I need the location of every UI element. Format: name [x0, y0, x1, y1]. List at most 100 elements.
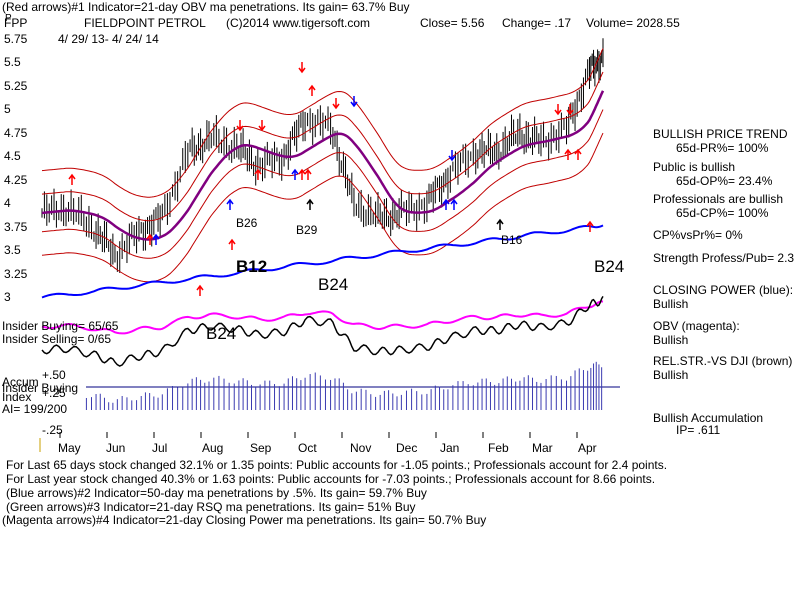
- relative-strength-line: [41, 296, 604, 367]
- signal-arrow: [306, 198, 314, 210]
- obv-line: [41, 300, 604, 335]
- month-label: Apr: [578, 441, 597, 455]
- signal-arrow: [236, 120, 244, 132]
- indicator-3-legend: (Green arrows)#3 Indicator=21-day RSQ ma…: [6, 500, 416, 514]
- price-tick: 3: [4, 290, 11, 304]
- signal-b16: B16: [501, 233, 523, 247]
- month-label: May: [58, 441, 81, 455]
- signal-arrow: [254, 168, 262, 180]
- price-tick: 3.75: [4, 220, 28, 234]
- inner-lower-band: [41, 109, 604, 259]
- price-tick: 4.5: [4, 149, 21, 163]
- price-tick: 3.5: [4, 243, 21, 257]
- price-bars: [41, 38, 604, 273]
- signal-arrow: [496, 218, 504, 230]
- price-tick: 5.75: [4, 32, 28, 46]
- ai-label: AI= 199/200: [2, 402, 68, 416]
- insider-selling: Insider Selling= 0/65: [2, 332, 112, 346]
- signal-arrow: [258, 120, 266, 132]
- indicator-1-legend: (Red arrows)#1 Indicator=21-day OBV ma p…: [2, 0, 410, 14]
- price-tick: 5.25: [4, 79, 28, 93]
- obv-label: OBV (magenta):: [653, 319, 740, 333]
- signal-arrow: [442, 198, 450, 210]
- footer-65d: For Last 65 days stock changed 32.1% or …: [6, 458, 668, 472]
- price-tick: 5: [4, 102, 11, 116]
- relstr-status: Bullish: [653, 368, 689, 382]
- closing-power-label: CLOSING POWER (blue):: [653, 283, 794, 297]
- signal-b26: B26: [236, 216, 258, 230]
- copyright: (C)2014 www.tigersoft.com: [226, 16, 371, 30]
- public-label: Public is bullish: [653, 160, 736, 174]
- signal-arrow: [574, 148, 582, 160]
- signal-b24: B24: [594, 257, 625, 276]
- obv-status: Bullish: [653, 333, 689, 347]
- month-label: Mar: [532, 441, 553, 455]
- price-tick: 5.5: [4, 55, 21, 69]
- signal-b24: B24: [318, 275, 349, 294]
- signal-arrow: [448, 150, 456, 162]
- signal-arrow: [291, 168, 299, 180]
- pr-value: 65d-PR%= 100%: [676, 141, 769, 155]
- ip-value: IP= .611: [676, 423, 721, 437]
- price-tick: 4.75: [4, 126, 28, 140]
- cp-value: 65d-CP%= 100%: [676, 206, 769, 220]
- close-value: Close= 5.56: [420, 16, 485, 30]
- company-name: FIELDPOINT PETROL: [84, 16, 206, 30]
- signal-arrow: [332, 98, 340, 110]
- signal-arrow: [146, 233, 154, 245]
- lower-band: [41, 132, 604, 283]
- price-tick: 4: [4, 196, 11, 210]
- volume-value: Volume= 2028.55: [586, 16, 680, 30]
- signal-arrow: [226, 198, 234, 210]
- signal-arrow: [564, 148, 572, 160]
- footer-year: For Last year stock changed 40.3% or 1.6…: [6, 472, 656, 486]
- signal-arrow: [586, 220, 594, 232]
- signal-b24: B24: [206, 324, 237, 343]
- change-value: Change= .17: [502, 16, 572, 30]
- month-label: Jul: [152, 441, 168, 455]
- signal-arrow: [228, 238, 236, 250]
- accum-tick: +.25: [42, 386, 66, 400]
- price-tick: 4.25: [4, 173, 28, 187]
- indicator-2-legend: (Blue arrows)#2 Indicator=50-day ma pene…: [6, 486, 427, 500]
- signal-arrow: [566, 104, 574, 116]
- insider-buying: Insider Buying= 65/65: [2, 319, 119, 333]
- accum-heading: Bullish Accumulation: [653, 411, 764, 425]
- inner-upper-band: [41, 71, 604, 222]
- month-label: Feb: [488, 441, 509, 455]
- signal-arrow: [298, 62, 306, 74]
- pros-label: Professionals are bullish: [653, 192, 784, 206]
- closing-power-status: Bullish: [653, 297, 689, 311]
- month-label: Aug: [202, 441, 224, 455]
- signal-arrow: [308, 84, 316, 96]
- signal-arrow: [152, 233, 160, 245]
- closing-power-line: [41, 224, 604, 299]
- cp-vs-pr: CP%vsPr%= 0%: [653, 228, 743, 242]
- signal-b29: B29: [296, 223, 318, 237]
- index-label: Index: [2, 390, 32, 404]
- signal-arrow: [298, 168, 306, 180]
- signal-arrow: [450, 198, 458, 210]
- month-label: Dec: [396, 441, 418, 455]
- signal-arrow: [304, 168, 312, 180]
- signal-arrow: [350, 96, 358, 108]
- moving-average-line: [41, 90, 605, 241]
- insider-buying-label: Insider Buying: [2, 381, 79, 395]
- ticker: FPP: [4, 16, 28, 30]
- p-label: P: [5, 13, 12, 24]
- relstr-label: REL.STR.-VS DJI (brown): [653, 354, 793, 368]
- op-value: 65d-OP%= 23.4%: [676, 174, 773, 188]
- date-range: 4/ 29/ 13- 4/ 24/ 14: [58, 32, 159, 46]
- accum-tick: -.25: [42, 423, 63, 437]
- signal-arrow: [554, 104, 562, 116]
- accum-label: Accum: [2, 375, 39, 389]
- month-label: Oct: [298, 441, 317, 455]
- upper-band: [41, 48, 604, 198]
- month-label: Nov: [350, 441, 372, 455]
- indicator-4-legend: (Magenta arrows)#4 Indicator=21-day Clos…: [2, 513, 487, 527]
- signal-b12: B12: [236, 257, 268, 276]
- signal-arrow: [196, 284, 204, 296]
- trend-heading: BULLISH PRICE TREND: [653, 127, 788, 141]
- month-label: Jan: [440, 441, 460, 455]
